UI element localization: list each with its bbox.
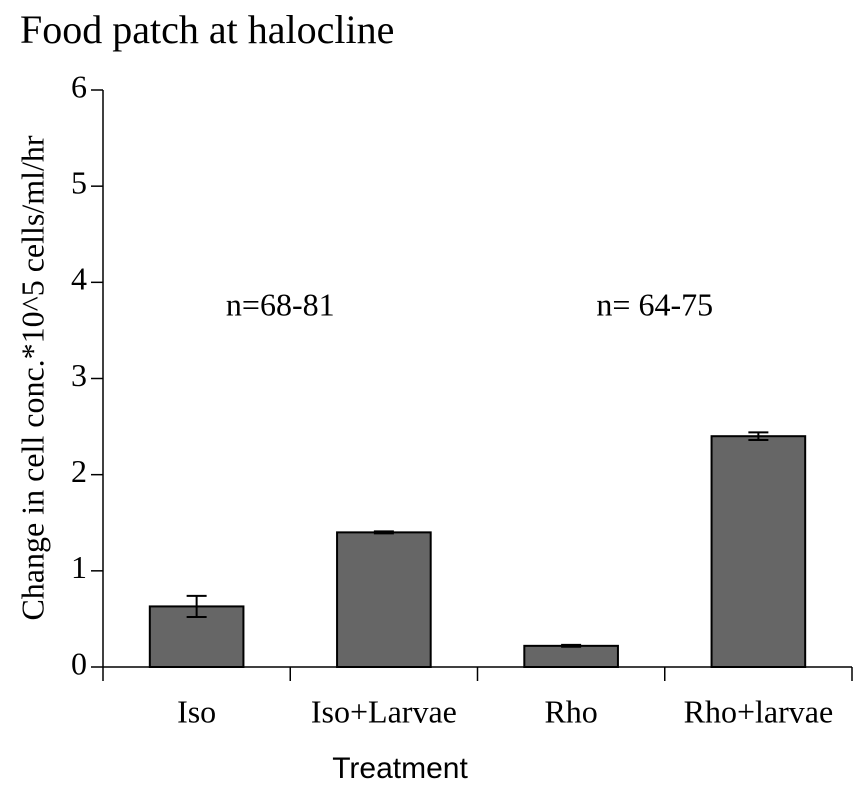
y-tick-label: 5 xyxy=(71,165,87,201)
x-tick-label: Rho xyxy=(544,693,597,729)
error-bar xyxy=(748,431,769,442)
x-axis-label: Treatment xyxy=(332,752,468,785)
bar xyxy=(336,531,432,668)
annotation: n=68-81 xyxy=(226,286,335,322)
x-tick-label: Iso xyxy=(177,693,216,729)
annotation: n= 64-75 xyxy=(596,286,713,322)
error-bar xyxy=(561,643,582,648)
y-tick-label: 3 xyxy=(71,357,87,393)
x-tick-label: Rho+larvae xyxy=(684,693,834,729)
y-tick-label: 0 xyxy=(71,645,87,681)
y-tick-label: 1 xyxy=(71,549,87,585)
chart-title: Food patch at halocline xyxy=(20,7,394,52)
y-tick-label: 4 xyxy=(71,261,87,297)
y-tick-label: 2 xyxy=(71,453,87,489)
x-tick-label: Iso+Larvae xyxy=(311,693,457,729)
y-axis-label: Change in cell conc.*10^5 cells/ml/hr xyxy=(14,135,50,620)
y-tick-label: 6 xyxy=(71,68,87,104)
bar xyxy=(148,605,245,668)
bar xyxy=(710,435,807,669)
bar xyxy=(523,644,619,668)
error-bar xyxy=(373,530,394,535)
error-bar xyxy=(186,594,207,618)
